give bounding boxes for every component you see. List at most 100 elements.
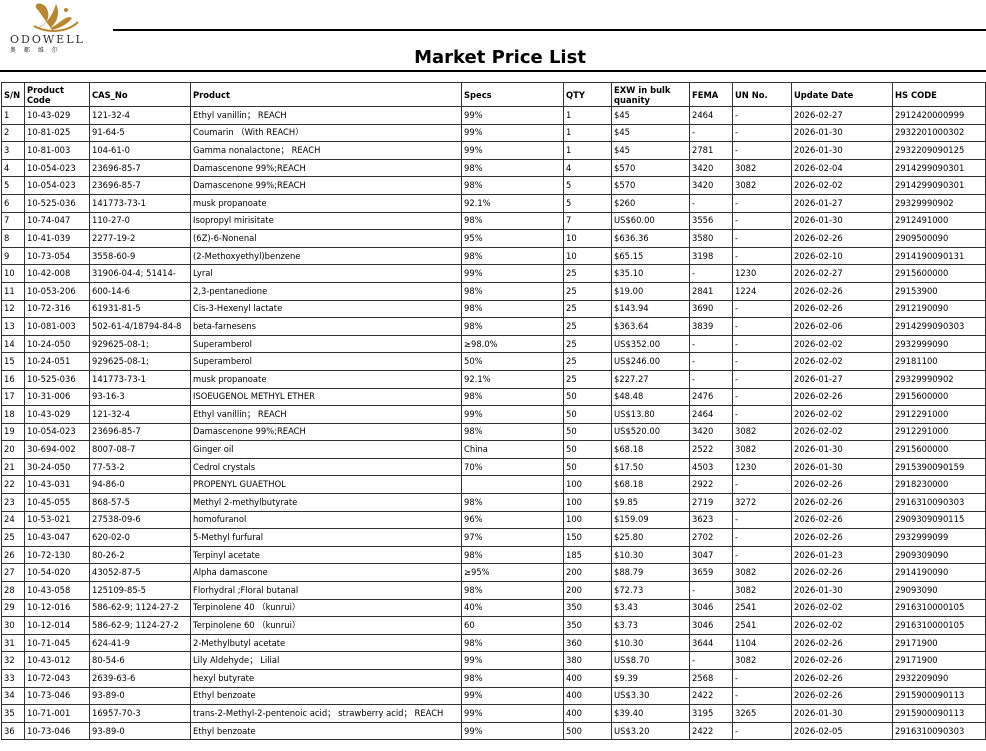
cell-exw-price: $143.94 xyxy=(611,299,690,319)
cell-exw-price: $45 xyxy=(611,106,690,125)
cell-hs-code: 2916310090303 xyxy=(892,493,986,512)
cell-update-date: 2026-02-27 xyxy=(791,106,893,125)
cell-update-date: 2026-02-05 xyxy=(791,721,893,741)
cell-hs-code: 29181100 xyxy=(892,352,986,371)
cell-fema: 3420 xyxy=(689,158,733,178)
cell-specs: 98% xyxy=(461,545,564,565)
cell-update-date: 2026-01-23 xyxy=(791,545,893,565)
cell-qty: 1 xyxy=(563,123,612,143)
cell-sn: 25 xyxy=(1,528,25,547)
cell-sn: 22 xyxy=(1,475,25,495)
cell-product: 5-Methyl furfural xyxy=(190,528,462,547)
cell-cas-no: 23696-85-7 xyxy=(89,158,191,178)
cell-cas-no: 93-89-0 xyxy=(89,721,191,741)
cell-cas-no: 77-53-2 xyxy=(89,457,191,477)
cell-specs: 99% xyxy=(461,651,564,670)
cell-product-code: 10-24-051 xyxy=(24,352,90,371)
cell-sn: 4 xyxy=(1,158,25,178)
cell-update-date: 2026-02-27 xyxy=(791,264,893,283)
cell-fema: - xyxy=(689,264,733,283)
cell-update-date: 2026-02-02 xyxy=(791,598,893,618)
cell-exw-price: $45 xyxy=(611,141,690,160)
cell-hs-code: 2914299090303 xyxy=(892,317,986,336)
table-row: 34 10-73-046 93-89-0 Ethyl benzoate 99% 400 US… xyxy=(1,686,986,706)
cell-specs: 98% xyxy=(461,669,564,688)
cell-fema: 3046 xyxy=(689,598,733,618)
cell-update-date: 2026-01-30 xyxy=(791,457,893,477)
cell-un-no: - xyxy=(732,246,792,266)
cell-un-no: 1230 xyxy=(732,457,792,477)
cell-hs-code: 29171900 xyxy=(892,633,986,653)
cell-fema: 3046 xyxy=(689,616,733,635)
cell-cas-no: 929625-08-1; xyxy=(89,334,191,354)
cell-fema: 2422 xyxy=(689,686,733,706)
cell-cas-no: 91-64-5 xyxy=(89,123,191,143)
butterfly-logo-icon xyxy=(33,3,79,32)
cell-product-code: 10-43-012 xyxy=(24,651,90,670)
table-row: 33 10-72-043 2639-63-6 hexyl butyrate 98% 400… xyxy=(1,669,986,688)
cell-hs-code: 2914299090301 xyxy=(892,158,986,178)
cell-un-no: 1230 xyxy=(732,264,792,283)
cell-hs-code: 2915600000 xyxy=(892,264,986,283)
cell-product-code: 10-12-016 xyxy=(24,598,90,618)
cell-exw-price: $72.73 xyxy=(611,581,690,600)
cell-specs: 98% xyxy=(461,176,564,195)
cell-update-date: 2026-02-02 xyxy=(791,405,893,424)
cell-fema: 2464 xyxy=(689,106,733,125)
cell-hs-code: 29171900 xyxy=(892,651,986,670)
cell-hs-code: 2918230000 xyxy=(892,475,986,495)
cell-un-no: 1104 xyxy=(732,633,792,653)
cell-hs-code: 2914299090301 xyxy=(892,176,986,195)
cell-product: hexyl butyrate xyxy=(190,669,462,688)
cell-specs: 98% xyxy=(461,317,564,336)
cell-exw-price: $260 xyxy=(611,193,690,213)
cell-update-date: 2026-02-26 xyxy=(791,387,893,407)
cell-cas-no: 620-02-0 xyxy=(89,528,191,547)
cell-sn: 2 xyxy=(1,123,25,143)
cell-un-no: 3082 xyxy=(732,440,792,459)
column-header-update-date: Update Date xyxy=(791,82,893,107)
column-header-hs-code: HS CODE xyxy=(892,82,986,107)
cell-hs-code: 29329990902 xyxy=(892,369,986,389)
cell-un-no: - xyxy=(732,387,792,407)
cell-hs-code: 2912420000999 xyxy=(892,106,986,125)
cell-product-code: 10-71-001 xyxy=(24,704,90,723)
cell-un-no: - xyxy=(732,669,792,688)
table-row: 6 10-525-036 141773-73-1 musk propanoate 92.… xyxy=(1,193,986,213)
cell-hs-code: 2909309090115 xyxy=(892,510,986,530)
cell-exw-price: $570 xyxy=(611,176,690,195)
cell-cas-no: 80-26-2 xyxy=(89,545,191,565)
cell-qty: 50 xyxy=(563,457,612,477)
cell-sn: 23 xyxy=(1,493,25,512)
cell-sn: 31 xyxy=(1,633,25,653)
cell-specs: 98% xyxy=(461,158,564,178)
cell-cas-no: 2277-19-2 xyxy=(89,229,191,248)
cell-cas-no: 3558-60-9 xyxy=(89,246,191,266)
cell-update-date: 2026-02-04 xyxy=(791,158,893,178)
cell-exw-price: $227.27 xyxy=(611,369,690,389)
cell-specs: 96% xyxy=(461,510,564,530)
cell-product-code: 10-525-036 xyxy=(24,369,90,389)
cell-sn: 24 xyxy=(1,510,25,530)
cell-hs-code: 2914190090 xyxy=(892,563,986,583)
cell-sn: 36 xyxy=(1,721,25,741)
cell-product: Superamberol xyxy=(190,334,462,354)
cell-un-no: 3082 xyxy=(732,422,792,442)
cell-un-no: - xyxy=(732,211,792,231)
cell-product-code: 10-43-031 xyxy=(24,475,90,495)
cell-update-date: 2026-02-26 xyxy=(791,669,893,688)
cell-product: ISOEUGENOL METHYL ETHER xyxy=(190,387,462,407)
cell-sn: 8 xyxy=(1,229,25,248)
column-header-fema: FEMA xyxy=(689,82,733,107)
cell-un-no: - xyxy=(732,405,792,424)
cell-exw-price: $3.43 xyxy=(611,598,690,618)
cell-fema: 2522 xyxy=(689,440,733,459)
cell-sn: 7 xyxy=(1,211,25,231)
cell-fema: 3659 xyxy=(689,563,733,583)
cell-fema: 2422 xyxy=(689,721,733,741)
cell-qty: 1 xyxy=(563,141,612,160)
cell-fema: - xyxy=(689,651,733,670)
brand-name: ODOWELL xyxy=(10,33,85,46)
cell-hs-code: 2932209090 xyxy=(892,669,986,688)
column-header-cas-no: CAS_No xyxy=(89,82,191,107)
